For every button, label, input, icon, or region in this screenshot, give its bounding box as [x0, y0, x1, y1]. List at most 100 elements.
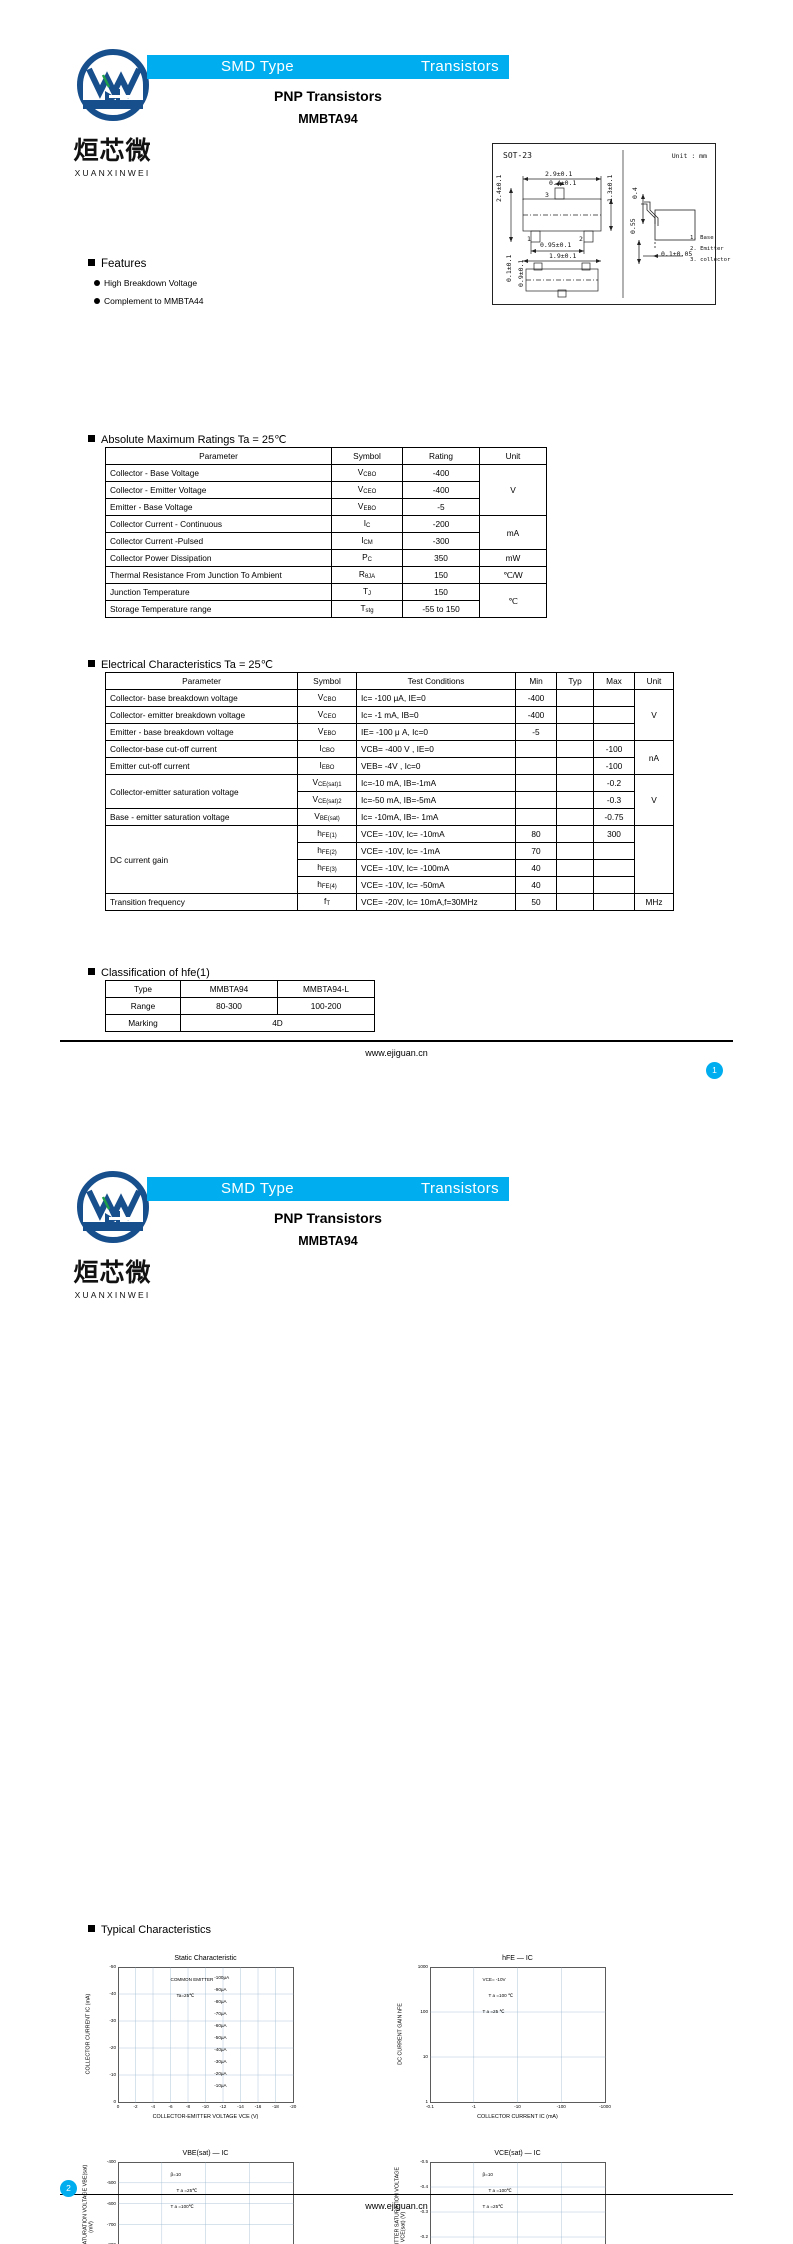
max-cell [593, 689, 635, 707]
min-cell: -5 [515, 723, 557, 741]
y-tick-label: 1000 [417, 1964, 428, 1969]
abs-max-table-wrap: Parameter Symbol Rating Unit Collector - Bas… [105, 447, 547, 618]
logo-english-name: XUANXINWEI [74, 1290, 151, 1300]
y-tick-label: -700 [106, 2221, 116, 2227]
table-row: Type MMBTA94 MMBTA94-L [105, 980, 375, 998]
x-tick-label: -8 [185, 2104, 191, 2109]
min-cell [515, 774, 557, 792]
symbol-cell: VCBO [297, 689, 357, 707]
max-cell: 300 [593, 825, 635, 843]
test-condition-cell: Ic= -100 μA, IE=0 [356, 689, 516, 707]
min-cell: 40 [515, 876, 557, 894]
chart-annotation: T a =100℃ [488, 2188, 512, 2193]
logo-chinese-name: 烜芯微 [73, 1258, 152, 1287]
rating-cell: 350 [402, 549, 480, 567]
logo-english-name: XUANXINWEI [74, 168, 151, 178]
y-tick-label: -600 [106, 2200, 116, 2206]
chart-2: VBE(sat) — IC-0.1-1-10-100-1000-1000-900… [82, 2150, 294, 2244]
symbol-cell: VCE(sat)2 [297, 791, 357, 809]
symbol-cell: PC [331, 549, 403, 567]
parameter-cell: Base - emitter saturation voltage [105, 808, 298, 826]
footer-url: www.ejiguan.cn [365, 1048, 428, 1058]
max-cell [593, 893, 635, 911]
page-title: MMBTA94 [298, 112, 358, 126]
x-axis-label: COLLECTOR CURRENT IC (mA) [477, 2114, 558, 2120]
package-dimension-label: 1.9±0.1 [549, 252, 577, 260]
y-tick-label: -40 [109, 1991, 116, 1996]
chart-annotation: T a =25℃ [482, 2204, 504, 2209]
table-row: Collector - Base Voltage VCBO -400 V [105, 464, 547, 516]
table-row: Storage Temperature range Tstg -55 to 150 [105, 600, 547, 618]
package-outline-drawing: SOT-23 Unit : mm [492, 143, 716, 305]
symbol-cell: ICBO [297, 740, 357, 758]
abs-max-heading: Absolute Maximum Ratings Ta = 25℃ [88, 430, 287, 448]
symbol-cell: TJ [331, 583, 403, 601]
x-tick-label: -1000 [599, 2104, 611, 2109]
classification-label-cell: Type [105, 980, 181, 998]
chart-title: Static Characteristic [174, 1955, 237, 1962]
chart-0: Static Characteristic 0 -2 -4 -6 -8 -10 -12 -14 -… [85, 1955, 296, 2120]
unit-cell: ℃ [479, 583, 547, 618]
unit-cell: V [634, 774, 674, 826]
x-tick-label: -12 [219, 2104, 227, 2109]
max-cell [593, 723, 635, 741]
typical-characteristics-title: Typical Characteristics [101, 1924, 212, 1936]
logo-chinese-name: 烜芯微 [73, 136, 152, 165]
table-row: Emitter - base breakdown voltage VEBO IE= … [105, 723, 674, 741]
unit-cell: MHz [634, 893, 674, 911]
parameter-cell: Storage Temperature range [105, 600, 332, 618]
y-tick-label: -30 [109, 2018, 116, 2023]
classification-label-cell: Range [105, 997, 181, 1015]
typ-cell [556, 774, 594, 792]
footer-url: www.ejiguan.cn [365, 2201, 428, 2211]
parameter-cell: Emitter - Base Voltage [105, 498, 332, 516]
symbol-cell: VCEO [331, 481, 403, 499]
pin-label: 1. Base [690, 235, 714, 241]
x-tick-label: -16 [254, 2104, 262, 2109]
table-row: Collector- emitter breakdown voltage VCEO… [105, 706, 674, 724]
min-cell [515, 808, 557, 826]
abs-max-table: Parameter Symbol Rating Unit Collector - Bas… [105, 447, 547, 618]
table-header-cell: Unit [479, 447, 547, 465]
symbol-cell: hFE(4) [297, 876, 357, 894]
page-number-badge: 2 [60, 2180, 77, 2197]
test-condition-cell: VCB= -400 V , IE=0 [356, 740, 516, 758]
x-tick-label: -18 [272, 2104, 279, 2109]
table-header-cell: Min [515, 672, 557, 690]
table-row: Collector Current -Pulsed ICM -300 [105, 532, 547, 550]
curve-label: -70μA [214, 2011, 227, 2016]
symbol-cell: hFE(3) [297, 859, 357, 877]
page-subtitle: PNP Transistors [274, 88, 382, 104]
feature-item-label: Complement to MMBTA44 [104, 296, 204, 306]
x-axis-label: COLLECTOR-EMITTER VOLTAGE VCE (V) [152, 2114, 259, 2120]
y-tick-label: -400 [106, 2159, 116, 2164]
table-header-cell: Parameter [105, 447, 332, 465]
typ-cell [556, 723, 594, 741]
symbol-cell: VBE(sat) [297, 808, 357, 826]
min-cell: 80 [515, 825, 557, 843]
curve-label: -90μA [214, 1987, 227, 1992]
typ-cell [556, 689, 594, 707]
table-row: Collector Current - Continuous IC -200 mA [105, 515, 547, 550]
test-condition-cell: Ic= -1 mA, IB=0 [356, 706, 516, 724]
package-pin-number: 3 [545, 191, 549, 199]
package-dimension-label: 1.3±0.1 [606, 174, 614, 202]
min-cell: 50 [515, 893, 557, 911]
max-cell [593, 842, 635, 860]
x-tick-label: -2 [133, 2104, 138, 2109]
package-dimension-label: 0.9±0.1 [517, 259, 525, 287]
classification-table: Type MMBTA94 MMBTA94-L Range 80-300 100-200 Ma… [105, 980, 375, 1032]
feature-item: High Breakdown Voltage [94, 278, 204, 288]
symbol-cell: IC [331, 515, 403, 533]
test-condition-cell: VCE= -10V, Ic= -50mA [356, 876, 516, 894]
unit-cell: nA [634, 740, 674, 775]
x-tick-label: -1 [471, 2104, 476, 2109]
x-tick-label: -14 [237, 2104, 244, 2109]
package-dimension-label: 0.1±0.1 [505, 254, 513, 282]
chart-annotation: T a =25℃ [176, 2188, 198, 2193]
test-condition-cell: Ic= -10mA, IB=- 1mA [356, 808, 516, 826]
y-tick-label: 10 [422, 2054, 428, 2059]
y-tick-label: -0.4 [420, 2184, 428, 2189]
test-condition-cell: IE= -100 μ A, Ic=0 [356, 723, 516, 741]
typ-cell [556, 876, 594, 894]
